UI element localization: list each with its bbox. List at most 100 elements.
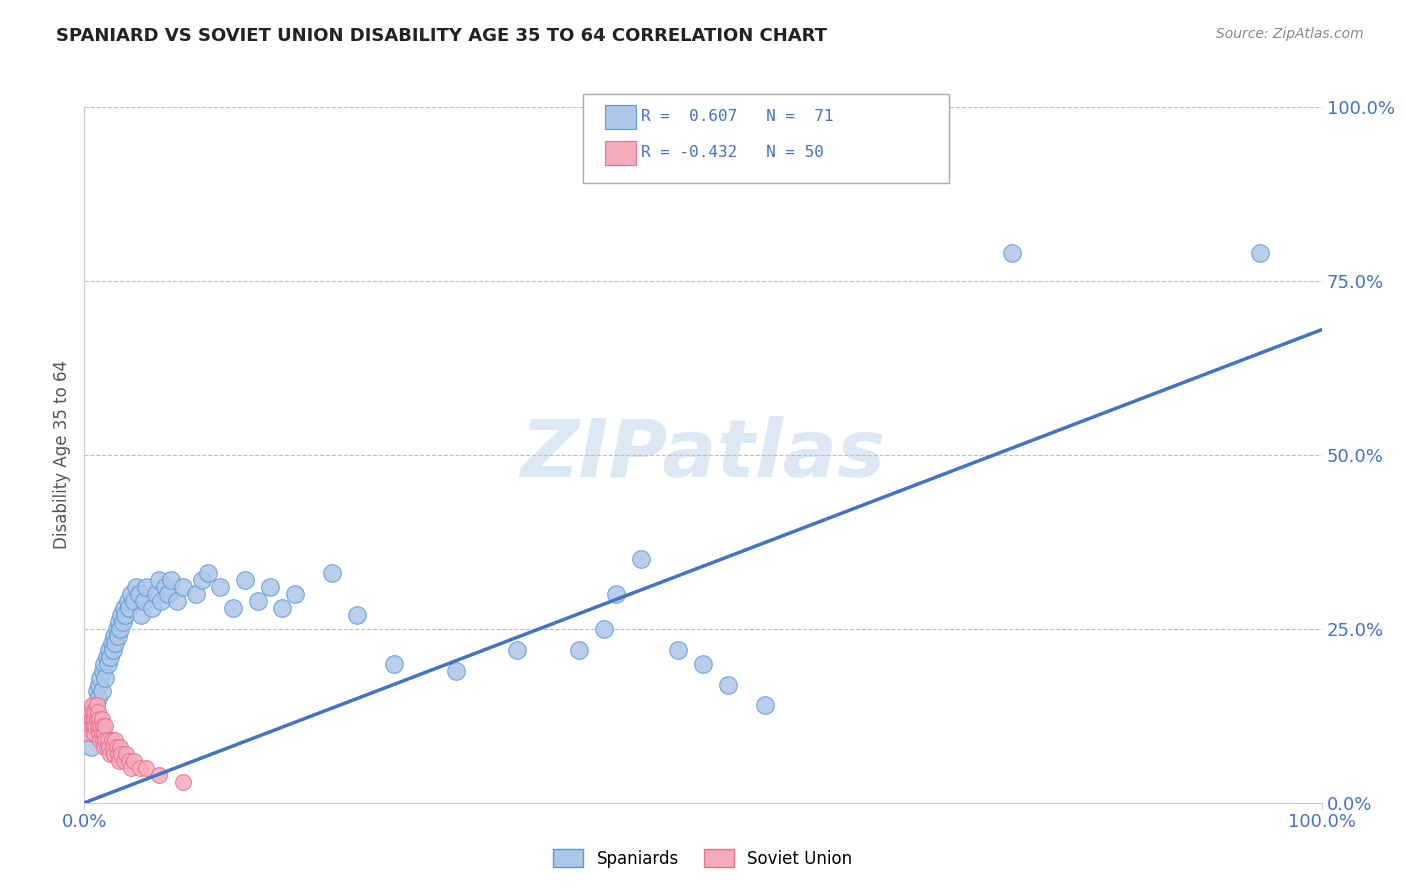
Point	[96, 740, 118, 755]
Point	[191, 573, 214, 587]
Point	[112, 601, 135, 615]
Point	[172, 775, 194, 789]
Point	[506, 642, 529, 657]
Point	[271, 601, 294, 615]
Point	[110, 622, 132, 636]
Text: SPANIARD VS SOVIET UNION DISABILITY AGE 35 TO 64 CORRELATION CHART: SPANIARD VS SOVIET UNION DISABILITY AGE …	[56, 27, 827, 45]
Point	[104, 636, 127, 650]
Point	[90, 726, 112, 740]
Point	[98, 642, 121, 657]
Point	[114, 607, 136, 622]
Point	[118, 754, 141, 768]
Point	[150, 594, 173, 608]
Point	[84, 706, 107, 720]
Point	[135, 761, 157, 775]
Point	[91, 664, 114, 678]
Text: R = -0.432   N = 50: R = -0.432 N = 50	[641, 145, 824, 160]
Point	[110, 607, 132, 622]
Point	[321, 566, 343, 581]
Point	[145, 587, 167, 601]
Point	[105, 740, 128, 755]
Point	[100, 733, 122, 747]
Text: R =  0.607   N =  71: R = 0.607 N = 71	[641, 110, 834, 124]
Point	[197, 566, 219, 581]
Point	[125, 580, 148, 594]
Point	[89, 712, 111, 726]
Point	[209, 580, 232, 594]
Point	[98, 740, 121, 755]
Point	[82, 706, 104, 720]
Point	[89, 719, 111, 733]
Point	[259, 580, 281, 594]
Point	[87, 719, 110, 733]
Point	[101, 642, 124, 657]
Point	[346, 607, 368, 622]
Point	[605, 587, 627, 601]
Point	[172, 580, 194, 594]
Point	[103, 747, 125, 761]
Point	[90, 684, 112, 698]
Point	[83, 712, 105, 726]
Point	[108, 615, 131, 629]
Point	[148, 768, 170, 782]
Point	[120, 587, 142, 601]
Point	[153, 580, 176, 594]
Point	[98, 649, 121, 664]
Point	[141, 601, 163, 615]
Point	[568, 642, 591, 657]
Point	[83, 712, 105, 726]
Point	[79, 740, 101, 755]
Point	[89, 733, 111, 747]
Point	[97, 733, 120, 747]
Point	[117, 594, 139, 608]
Point	[160, 573, 183, 587]
Point	[84, 698, 107, 713]
Point	[93, 657, 115, 671]
Point	[86, 698, 108, 713]
Point	[82, 726, 104, 740]
Point	[97, 657, 120, 671]
Point	[118, 601, 141, 615]
Point	[87, 706, 110, 720]
Point	[166, 594, 188, 608]
Point	[122, 754, 145, 768]
Text: Source: ZipAtlas.com: Source: ZipAtlas.com	[1216, 27, 1364, 41]
Point	[110, 740, 132, 755]
Point	[96, 649, 118, 664]
Point	[666, 642, 689, 657]
Point	[129, 761, 152, 775]
Point	[132, 594, 155, 608]
Point	[692, 657, 714, 671]
Point	[87, 691, 110, 706]
Point	[120, 761, 142, 775]
Point	[233, 573, 256, 587]
Point	[104, 733, 127, 747]
Point	[157, 587, 180, 601]
Point	[129, 607, 152, 622]
Point	[91, 733, 114, 747]
Point	[107, 747, 129, 761]
Point	[184, 587, 207, 601]
Point	[754, 698, 776, 713]
Point	[86, 684, 108, 698]
Point	[382, 657, 405, 671]
Point	[77, 726, 100, 740]
Point	[284, 587, 307, 601]
Point	[1001, 246, 1024, 260]
Point	[122, 594, 145, 608]
Point	[135, 580, 157, 594]
Point	[111, 615, 134, 629]
Point	[89, 671, 111, 685]
Point	[100, 636, 122, 650]
Point	[89, 726, 111, 740]
Point	[105, 622, 128, 636]
Point	[82, 719, 104, 733]
Point	[90, 712, 112, 726]
Point	[107, 629, 129, 643]
Point	[84, 719, 107, 733]
Point	[83, 726, 105, 740]
Point	[79, 719, 101, 733]
Point	[112, 754, 135, 768]
Point	[115, 747, 138, 761]
Point	[444, 664, 467, 678]
